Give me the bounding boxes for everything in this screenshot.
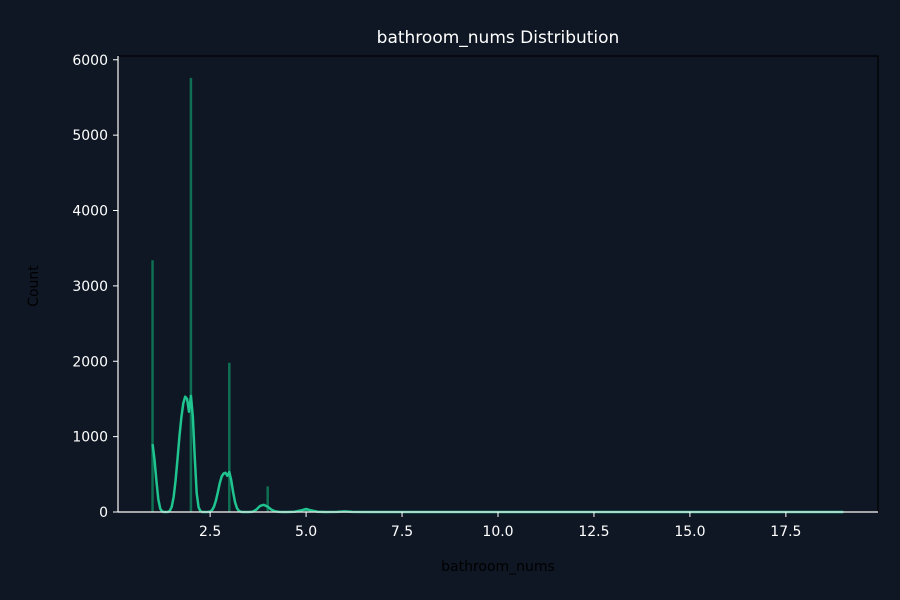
- x-axis: 2.5 5.0 7.5 10.0 12.5 15.0 17.5: [199, 512, 801, 540]
- histogram-bars: [151, 77, 461, 512]
- y-tick-label: 3000: [72, 279, 108, 295]
- histogram-bar: [151, 260, 154, 512]
- histogram-bar: [266, 486, 269, 512]
- x-tick-label: 2.5: [199, 524, 221, 540]
- y-tick-label: 4000: [72, 204, 108, 220]
- y-tick-label: 1000: [72, 430, 108, 446]
- x-tick-label: 7.5: [391, 524, 413, 540]
- x-tick-label: 17.5: [770, 524, 801, 540]
- y-axis: 0 1000 2000 3000 4000 5000 6000: [72, 53, 118, 521]
- plot-frame: [117, 55, 879, 513]
- histogram-bar: [189, 77, 193, 512]
- y-tick-label: 0: [99, 505, 108, 521]
- kde-curve: [151, 394, 844, 514]
- x-tick-label: 15.0: [674, 524, 705, 540]
- x-axis-label: bathroom_nums: [441, 559, 555, 575]
- y-axis-label: Count: [26, 265, 42, 307]
- histogram-bar: [228, 362, 231, 512]
- chart-title: bathroom_nums Distribution: [377, 28, 620, 48]
- x-tick-label: 5.0: [295, 524, 317, 540]
- y-tick-label: 2000: [72, 354, 108, 370]
- y-tick-label: 6000: [72, 53, 108, 69]
- y-tick-label: 5000: [72, 128, 108, 144]
- x-tick-label: 12.5: [578, 524, 609, 540]
- x-tick-label: 10.0: [482, 524, 513, 540]
